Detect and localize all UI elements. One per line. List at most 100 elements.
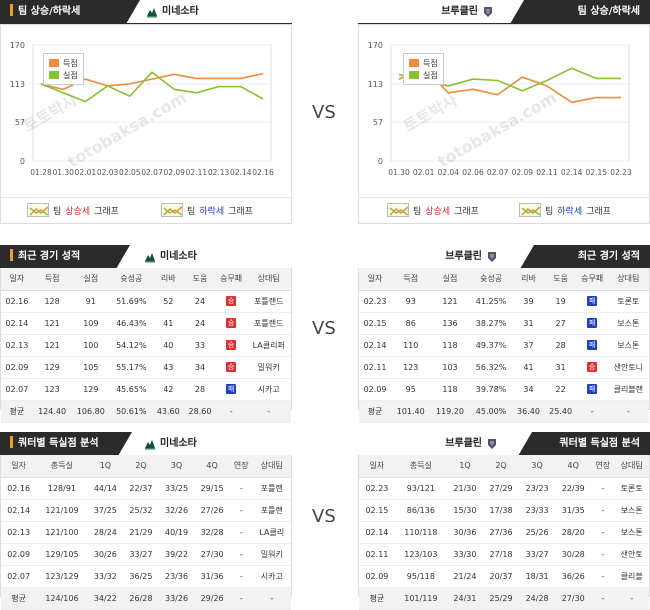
table-cell: 28 — [184, 378, 216, 401]
quarter-table-right: 일자 총득실 1Q 2Q 3Q 4Q 연장 상대팀 02.23 93/121 21/30 27/29 2… — [358, 455, 650, 610]
table-cell: 39.78% — [469, 378, 513, 401]
column-header: 상대팀 — [607, 268, 649, 291]
table-cell: 28/20 — [555, 521, 592, 544]
table-cell: 02.14 — [359, 334, 392, 357]
x-tick-label: 02.14 — [230, 168, 252, 177]
table-cell: 49.37% — [469, 334, 513, 357]
trend-graph-icon — [387, 203, 409, 217]
table-cell: 포틀랜드 — [246, 290, 291, 313]
table-cell: 평균 — [1, 400, 33, 423]
table-cell: 밀워키 — [252, 543, 291, 566]
table-cell: 25/26 — [519, 521, 556, 544]
table-cell: 95 — [391, 378, 431, 401]
y-tick-label: 170 — [368, 41, 383, 50]
table-cell: 121 — [32, 312, 72, 335]
table-cell: 22/37 — [123, 477, 159, 500]
table-cell: - — [614, 587, 649, 610]
x-tick-label: 02.04 — [438, 168, 460, 177]
table-cell: 123 — [391, 356, 431, 379]
x-tick-label: 02.09 — [512, 168, 534, 177]
column-header: 4Q — [194, 455, 230, 478]
x-tick-label: 01.30 — [52, 168, 74, 177]
chart-legend-left: 득점 실점 — [43, 53, 84, 85]
table-cell: 02.23 — [359, 477, 395, 500]
table-cell: 52 — [152, 290, 185, 313]
average-row: 평균 124/106 34/22 26/28 33/26 29/26- - — [1, 587, 291, 610]
table-cell: LA클리 — [252, 521, 291, 544]
table-cell: 110/118 — [394, 521, 447, 544]
column-header: 일자 — [1, 268, 33, 291]
table-row: 02.15 86/136 15/30 17/38 23/33 31/35- 보스톤 — [359, 499, 649, 522]
table-cell: 29/15 — [194, 477, 230, 500]
table-cell: 22 — [544, 378, 577, 401]
down-trend-graph-button[interactable]: 팀 하락세 그래프 — [161, 203, 253, 217]
down-trend-graph-button-right[interactable]: 팀 하락세 그래프 — [519, 203, 611, 217]
table-cell: 클리블 — [614, 565, 649, 588]
table-cell: 30/26 — [87, 543, 124, 566]
column-header: 상대팀 — [614, 455, 649, 478]
trend-panel-right: 170 113 57 0 01.30 02.01 02.04 02.06 02.07 02.09 0… — [358, 24, 650, 224]
table-cell: 02.07 — [1, 378, 33, 401]
table-cell: 19 — [544, 290, 577, 313]
table-row: 02.14 110/118 30/36 27/36 25/26 28/20- 보스톤 — [359, 521, 649, 544]
column-header: 일자 — [1, 455, 37, 478]
vs-label-quarter: VS — [312, 506, 336, 527]
table-cell: 34/22 — [87, 587, 124, 610]
column-header: 도움 — [544, 268, 577, 291]
table-cell: 15/30 — [446, 499, 483, 522]
recent-header-left: 최근 경기 성적 미네소타 — [0, 245, 292, 269]
table-cell: 56.32% — [469, 356, 513, 379]
recent-table-right: 일자 득점 실점 슛성공 리바 도움 승무패 상대팀 02.23 93 121 41.25% 39 19 패… — [358, 268, 650, 423]
table-row: 02.07 123/129 33/32 36/25 23/36 31/36- 시카고 — [1, 565, 291, 588]
result-badge: 패 — [587, 340, 598, 350]
x-tick-label: 02.09 — [163, 168, 185, 177]
x-tick-label: 02.03 — [97, 168, 119, 177]
table-cell: 23/33 — [519, 499, 556, 522]
quarter-header-right: 브루클린 쿼터별 득실점 분석 — [358, 432, 650, 456]
table-cell: 34 — [184, 356, 216, 379]
table-cell: 02.16 — [1, 477, 37, 500]
up-trend-graph-button-right[interactable]: 팀 상승세 그래프 — [387, 203, 479, 217]
x-tick-label: 02.13 — [208, 168, 230, 177]
table-cell: 25.40 — [544, 400, 577, 423]
table-cell: 포틀랜 — [252, 499, 291, 522]
table-cell: 28.60 — [184, 400, 216, 423]
result-badge: 패 — [587, 318, 598, 328]
table-cell: 55.17% — [110, 356, 153, 379]
table-cell: 39/22 — [158, 543, 195, 566]
x-tick-label: 02.07 — [141, 168, 163, 177]
column-header: 3Q — [519, 455, 556, 478]
minnesota-logo-icon — [145, 253, 155, 263]
table-cell: 27/36 — [482, 521, 520, 544]
table-cell: 86/136 — [394, 499, 447, 522]
table-cell: 37 — [512, 334, 545, 357]
table-cell: 30/28 — [555, 543, 592, 566]
column-header: 실점 — [430, 268, 470, 291]
table-cell: LA클리퍼 — [246, 334, 291, 357]
y-tick-label: 57 — [15, 118, 25, 127]
y-tick-label: 170 — [10, 41, 25, 50]
column-header: 슛성공 — [469, 268, 513, 291]
table-cell: - — [591, 587, 615, 610]
average-row: 평균 124.40 106.80 50.61% 43.60 28.60- - — [1, 400, 291, 423]
table-cell: 43.60 — [152, 400, 185, 423]
table-cell: 27/18 — [482, 543, 520, 566]
table-cell: 124.40 — [32, 400, 72, 423]
y-tick-label: 0 — [378, 157, 383, 166]
legend-swatch-scored — [409, 59, 419, 67]
table-cell: 33/30 — [446, 543, 483, 566]
up-trend-graph-button[interactable]: 팀 상승세 그래프 — [27, 203, 119, 217]
y-tick-label: 57 — [373, 118, 383, 127]
result-badge: 패 — [226, 384, 237, 394]
table-cell: 124/106 — [36, 587, 88, 610]
x-tick-label: 02.11 — [186, 168, 208, 177]
column-header: 총득실 — [394, 455, 447, 478]
table-row: 02.14 121 109 46.43% 41 24 승 포틀랜드 — [1, 312, 291, 335]
table-cell: 38.27% — [469, 312, 513, 335]
brooklyn-logo-icon — [484, 7, 492, 17]
table-cell: 샌안토 — [614, 543, 649, 566]
table-cell: 129/105 — [36, 543, 88, 566]
result-badge: 승 — [226, 296, 237, 306]
table-cell: - — [252, 587, 291, 610]
